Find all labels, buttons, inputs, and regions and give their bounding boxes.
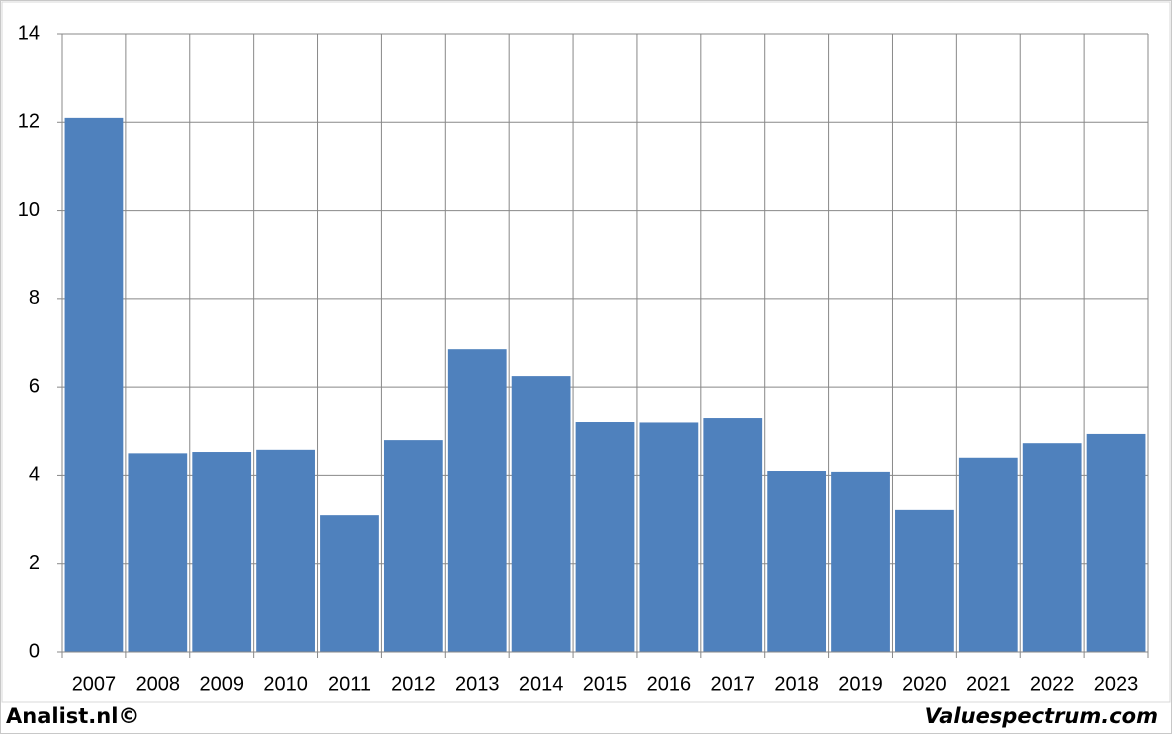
footer-right: Valuespectrum.com bbox=[925, 704, 1158, 728]
y-tick-label: 4 bbox=[29, 464, 40, 486]
bar bbox=[320, 515, 379, 652]
y-tick-label: 6 bbox=[29, 375, 40, 397]
x-tick-label: 2020 bbox=[902, 673, 947, 695]
y-tick-label: 8 bbox=[29, 287, 40, 309]
x-tick-label: 2022 bbox=[1030, 673, 1075, 695]
y-tick-label: 2 bbox=[29, 552, 40, 574]
y-tick-label: 14 bbox=[18, 22, 40, 44]
x-tick-label: 2012 bbox=[391, 673, 436, 695]
y-tick-label: 10 bbox=[18, 199, 40, 221]
bar bbox=[256, 449, 315, 652]
bar bbox=[831, 471, 890, 652]
bar bbox=[639, 422, 699, 652]
bar bbox=[575, 422, 635, 652]
bar bbox=[192, 452, 252, 652]
x-tick-label: 2011 bbox=[328, 673, 371, 695]
bar bbox=[958, 457, 1018, 652]
x-tick-label: 2019 bbox=[838, 673, 883, 695]
x-tick-label: 2021 bbox=[966, 673, 1011, 695]
bar bbox=[128, 453, 188, 652]
x-tick-label: 2010 bbox=[263, 673, 308, 695]
bar bbox=[895, 509, 954, 652]
x-tick-label: 2014 bbox=[519, 673, 564, 695]
bar bbox=[383, 440, 443, 652]
y-tick-label: 0 bbox=[29, 640, 40, 662]
bar bbox=[511, 376, 571, 652]
x-tick-label: 2009 bbox=[199, 673, 244, 695]
bar bbox=[1022, 443, 1082, 652]
bar bbox=[767, 471, 827, 652]
x-tick-label: 2018 bbox=[774, 673, 819, 695]
x-tick-label: 2015 bbox=[583, 673, 628, 695]
x-tick-label: 2016 bbox=[647, 673, 692, 695]
y-tick-label: 12 bbox=[18, 111, 40, 133]
x-tick-label: 2017 bbox=[711, 673, 756, 695]
footer-left: Analist.nl© bbox=[6, 704, 139, 728]
x-tick-label: 2013 bbox=[455, 673, 500, 695]
x-tick-label: 2008 bbox=[136, 673, 181, 695]
bar bbox=[1086, 433, 1146, 652]
bar bbox=[64, 117, 124, 652]
bar bbox=[703, 418, 763, 652]
x-tick-label: 2007 bbox=[72, 673, 117, 695]
bar bbox=[447, 349, 507, 652]
x-tick-label: 2023 bbox=[1094, 673, 1139, 695]
